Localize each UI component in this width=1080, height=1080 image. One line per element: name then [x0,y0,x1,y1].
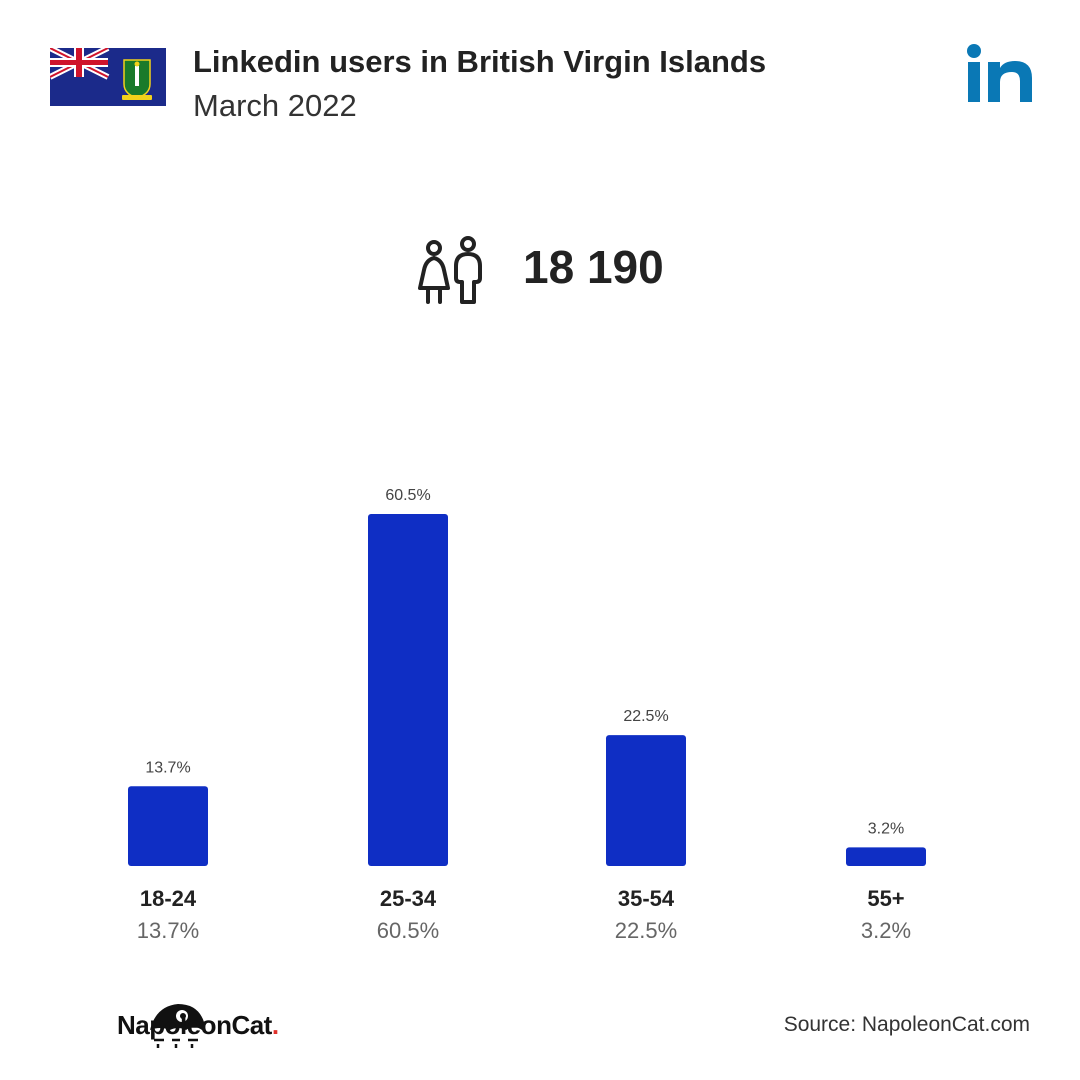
bar-35-54 [606,735,686,866]
british-virgin-islands-flag-icon [50,48,166,106]
category-percent-label: 22.5% [615,918,677,943]
bar-value-label: 22.5% [623,708,668,725]
bar-25-34 [368,514,448,866]
category-label: 18-24 [140,886,197,911]
brand-name: NapoleonCat. [117,1010,279,1040]
users-icon [418,236,482,304]
category-label: 25-34 [380,886,437,911]
page-subtitle: March 2022 [193,88,357,123]
bar-18-24 [128,786,208,866]
source-text: Source: NapoleonCat.com [783,1013,1030,1036]
bar-value-label: 3.2% [868,820,904,837]
page-title: Linkedin users in British Virgin Islands [193,44,767,79]
bar-value-label: 13.7% [145,759,190,776]
total-users-count: 18 190 [523,241,664,293]
category-percent-label: 3.2% [861,918,911,943]
category-label: 55+ [867,886,904,911]
category-percent-label: 60.5% [377,918,439,943]
napoleoncat-logo-icon [150,1004,205,1048]
linkedin-logo-icon [967,44,1032,102]
bar-value-label: 60.5% [385,487,430,504]
category-label: 35-54 [618,886,675,911]
bar-55+ [846,847,926,866]
category-percent-label: 13.7% [137,918,199,943]
